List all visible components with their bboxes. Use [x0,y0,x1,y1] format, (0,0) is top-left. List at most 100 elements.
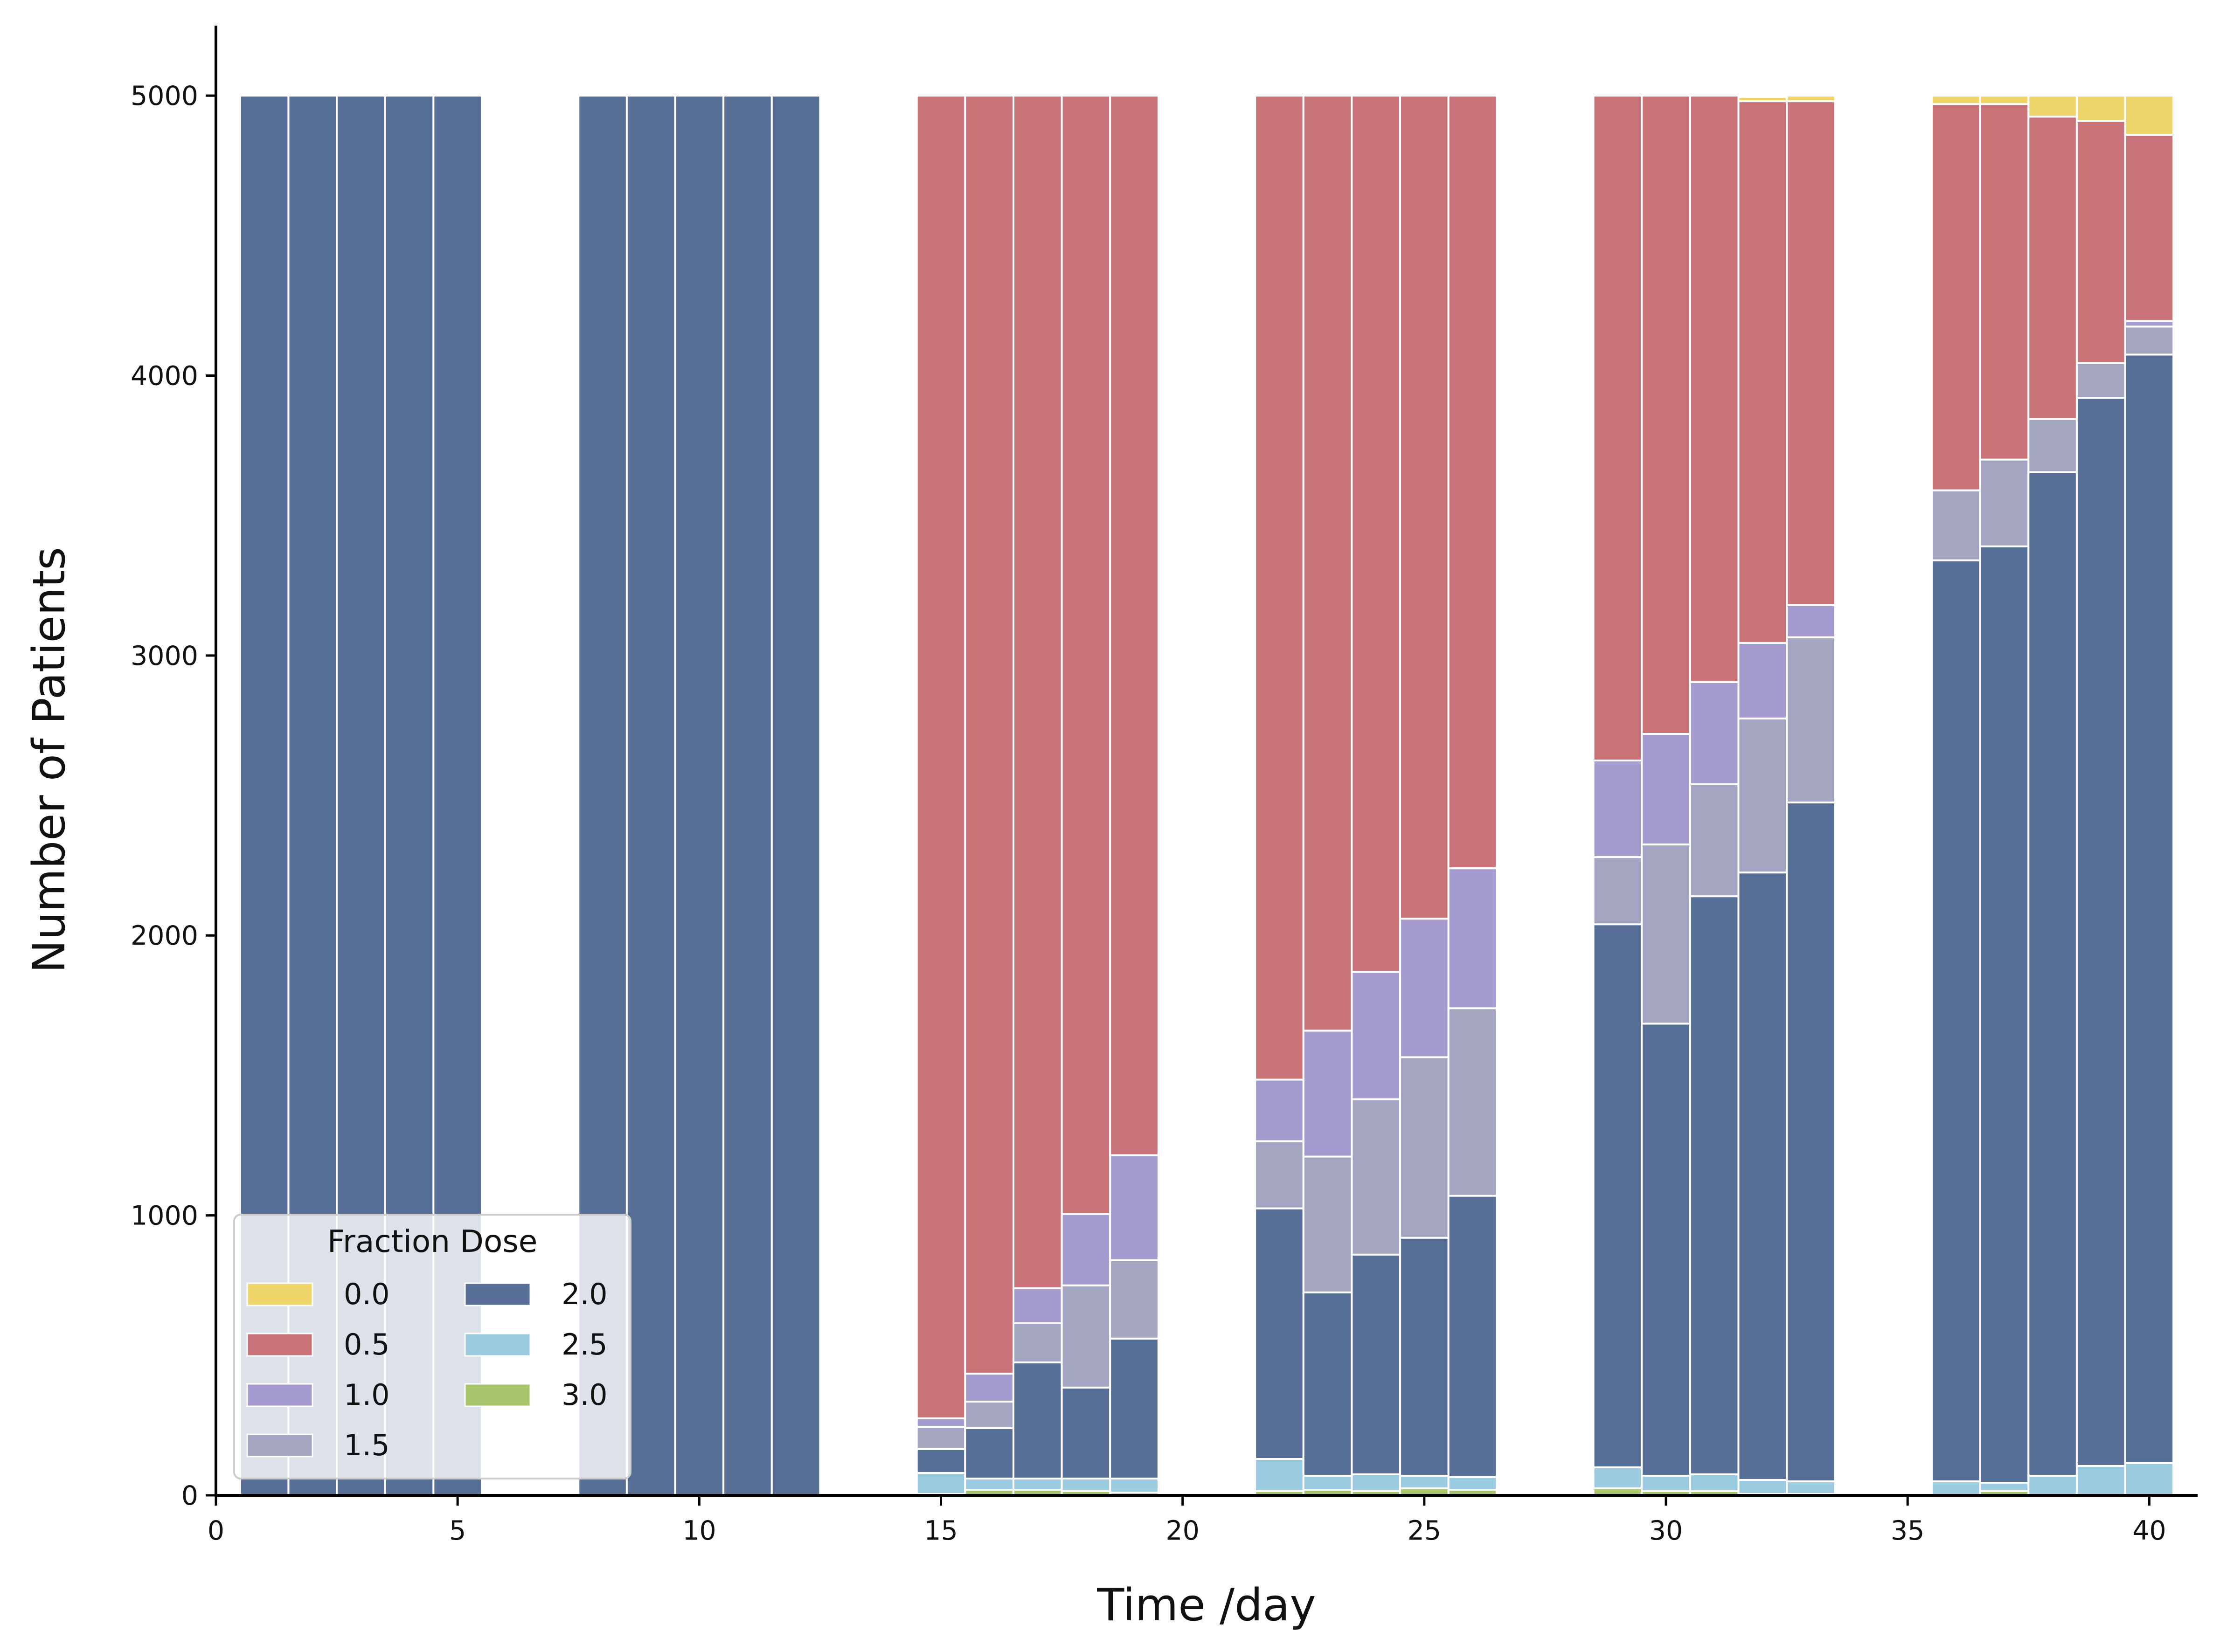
bar-segment [1399,1056,1450,1239]
bar-segment [1931,103,1981,491]
bar-segment [2027,95,2078,118]
bar-segment [1641,733,1691,846]
bar-segment [1012,95,1063,1289]
bar-segment [1061,95,1111,1215]
bar-segment [1061,1386,1111,1479]
bar-segment [1931,1480,1981,1497]
bar-segment [1979,103,2030,461]
bar-segment [1447,1195,1498,1478]
legend-label: 1.0 [344,1378,390,1412]
bar-segment [1399,1474,1450,1489]
legend-swatch [464,1333,531,1357]
bar-segment [1689,895,1740,1475]
bar-segment [1399,918,1450,1058]
bar-segment [964,95,1014,1375]
bar-segment [1979,1481,2030,1492]
bar-segment [1737,717,1788,874]
bar-segment [1786,636,1836,804]
bar-segment [722,95,773,1497]
bar-segment [1786,802,1836,1482]
bar-segment [916,1417,966,1428]
x-tick-label: 30 [1649,1515,1683,1546]
bar-segment [1109,1154,1159,1261]
bar-segment [1399,95,1450,920]
bar-segment [2075,362,2126,399]
bar-segment [1351,971,1401,1100]
legend-swatch [464,1383,531,1407]
x-tick-label: 0 [208,1515,224,1546]
bar-segment [1737,1479,1788,1495]
bar-segment [1786,1480,1836,1495]
bar-segment [1109,1477,1159,1493]
bar-segment [1592,856,1643,926]
bar-segment [1592,923,1643,1468]
x-tick-label: 20 [1165,1515,1200,1546]
bar-segment [1447,1476,1498,1491]
bar-segment [916,1472,966,1495]
y-ticks: 0 1000 2000 3000 4000 5000 [131,81,216,1511]
bar-segment [1737,642,1788,719]
x-tick-label: 35 [1891,1515,1925,1546]
bar-segment [1689,1473,1740,1492]
bar-segment [1447,867,1498,1009]
bar-segment [916,95,966,1419]
bar-segment [1254,1458,1304,1492]
bar-segment [1109,1259,1159,1340]
bar-segment [1641,1474,1691,1492]
bar-segment [1689,681,1740,786]
bar-segment [1786,604,1836,638]
legend-swatch [246,1383,313,1407]
bar-segment [1592,1466,1643,1489]
y-tick-label: 0 [181,1480,198,1511]
bar-segment [1979,458,2030,547]
bar-segment [1737,100,1788,644]
bar-segment [1109,95,1159,1156]
bar-segment [2027,471,2078,1477]
bar-segment [1447,95,1498,870]
bar-segment [1351,1253,1401,1475]
bar-segment [1254,95,1304,1081]
bar-segment [2027,116,2078,420]
bar-segment [2124,325,2175,356]
bar-segment [1786,100,1836,606]
bar-segment [1254,1078,1304,1142]
bar-segment [1109,1337,1159,1479]
legend-title: Fraction Dose [327,1223,538,1259]
y-tick-label: 5000 [131,81,198,111]
bar-segment [1979,545,2030,1484]
bar-segment [2075,95,2126,122]
legend-items: 0.0 0.5 1.0 1.5 2.0 2.5 3.0 [246,1277,608,1462]
bar-segment [1351,1098,1401,1256]
bar-segment [1689,95,1740,683]
x-tick-label: 15 [924,1515,958,1546]
legend-label: 0.0 [344,1277,390,1311]
bar-segment [1931,559,1981,1482]
bar-segment [1061,1284,1111,1389]
legend-label: 2.0 [562,1277,608,1311]
bar-segment [2075,120,2126,364]
bar-segment [2124,353,2175,1464]
legend-label: 3.0 [562,1378,608,1412]
bar-segment [770,95,821,1497]
bar-segment [1737,871,1788,1481]
bar-segment [964,1372,1014,1403]
bar-segment [1302,95,1353,1032]
x-axis-title: Time /day [1096,1580,1316,1631]
y-tick-label: 2000 [131,920,198,951]
bar-segment [1689,783,1740,898]
bar-segment [1592,95,1643,762]
bar-segment [1351,1473,1401,1492]
x-tick-label: 25 [1408,1515,1442,1546]
legend-swatch [464,1282,531,1306]
bar-segment [2124,134,2175,322]
bar-segment [2075,1465,2126,1496]
bar-segment [1351,95,1401,973]
bar-segment [1786,95,1836,103]
bar-segment [2124,1462,2175,1497]
bar-segment [674,95,725,1497]
bar-segment [964,1400,1014,1429]
bar-segment [2027,418,2078,473]
bar-segment [1931,95,1981,105]
y-tick-label: 3000 [131,641,198,671]
